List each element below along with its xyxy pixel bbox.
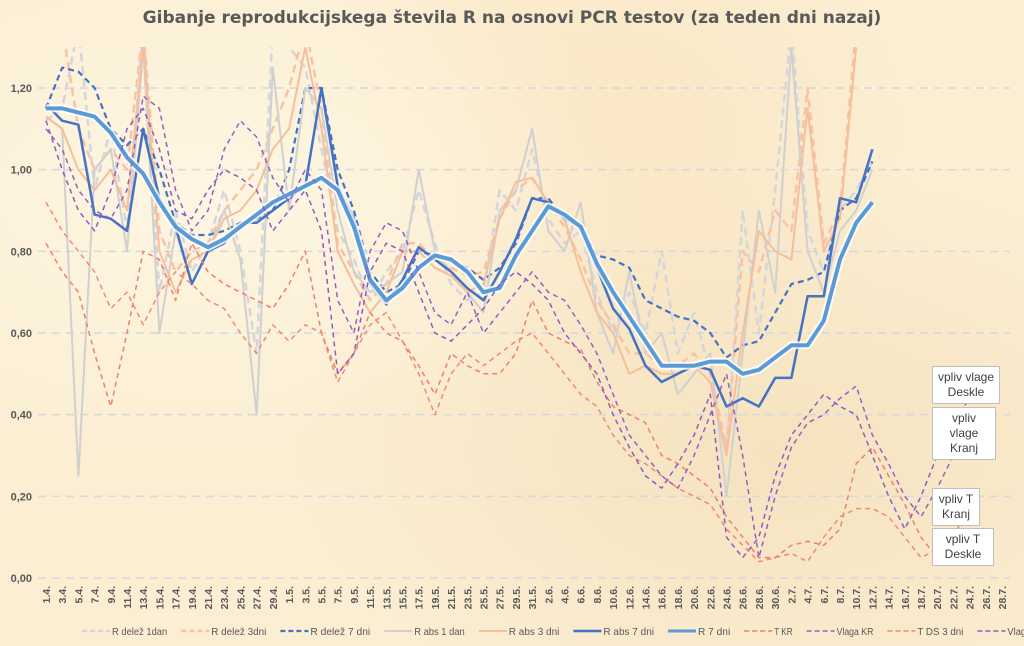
annotation-temp-kranj: vpliv T Kranj [932,488,980,526]
x-tick-label: 2.7. [786,586,798,604]
x-tick-label: 12.6. [624,586,636,609]
x-tick-label: 26.6. [738,586,750,609]
y-tick-label: 0,80 [11,246,32,258]
x-tick-label: 19.5. [430,586,442,609]
x-tick-label: 13.4. [138,586,150,609]
x-tick-label: 25.5. [478,586,490,609]
x-tick-label: 4.6. [560,586,572,604]
x-tick-label: 23.4. [219,586,231,609]
series-line-vlaga-deskle [45,107,971,559]
x-tick-label: 20.6. [689,586,701,609]
x-tick-label: 27.5. [495,586,507,609]
series-line-t-ds-3-dni [45,201,970,563]
x-tick-label: 2.6. [543,586,555,604]
x-tick-label: 15.5. [397,586,409,609]
annotation-humidity-kranj: vpliv vlage Kranj [932,407,996,460]
x-tick-label: 17.5. [414,586,426,609]
x-tick-label: 3.5. [300,586,312,604]
series-line-r-dele-1dan [45,47,874,457]
y-tick-label: 0,00 [11,573,32,585]
x-tick-label: 10.6. [608,586,620,609]
x-tick-label: 3.4. [57,586,69,604]
y-tick-label: 0,60 [11,328,32,340]
x-tick-label: 20.7. [932,586,944,609]
y-tick-label: 0,20 [11,491,32,503]
legend-label: Vlaga Deskle [1007,627,1024,638]
legend-label: R delež 7 dni [310,627,370,638]
x-tick-label: 10.7. [851,586,863,609]
x-tick-label: 21.5. [446,586,458,609]
series-line-r-7-dni [46,106,874,376]
x-tick-label: 25.4. [235,586,247,609]
annotation-temp-deskle: vpliv T Deskle [932,528,994,566]
series-line-r-dele-3dni [64,47,856,449]
y-tick-label: 1,20 [11,83,32,95]
annotation-humidity-deskle: vpliv vlage Deskle [932,366,1000,404]
x-tick-label: 7.5. [333,586,345,604]
x-tick-label: 24.7. [965,586,977,609]
x-tick-label: 6.7. [819,586,831,604]
x-tick-label: 16.7. [900,586,912,609]
x-tick-label: 21.4. [203,586,215,609]
x-tick-label: 14.7. [884,586,896,609]
x-tick-label: 11.5. [365,586,377,609]
x-tick-label: 23.5. [462,586,474,609]
x-tick-label: 19.4. [187,586,199,609]
legend-label: Vlaga KR [837,627,874,638]
x-tick-label: 18.7. [916,586,928,609]
x-tick-label: 24.6. [722,586,734,609]
y-tick-label: 1,00 [11,165,32,177]
x-tick-label: 6.6. [576,586,588,604]
x-tick-label: 29.4. [268,586,280,609]
x-tick-label: 30.6. [770,586,782,609]
y-tick-label: 0,40 [11,410,32,422]
x-tick-label: 31.5. [527,586,539,609]
x-tick-label: 9.5. [349,586,361,604]
x-tick-label: 5.5. [316,586,328,604]
x-tick-label: 9.4. [106,586,118,604]
x-tick-label: 17.4. [171,586,183,609]
x-tick-label: 7.4. [90,586,102,604]
x-tick-label: 15.4. [154,586,166,609]
x-tick-label: 12.7. [867,586,879,609]
x-tick-label: 28.6. [754,586,766,609]
legend-label: R abs 1 dan [414,627,465,638]
x-tick-label: 16.6. [657,586,669,609]
x-tick-label: 18.6. [673,586,685,609]
legend-label: R abs 7 dni [603,627,654,638]
x-tick-label: 8.6. [592,586,604,604]
x-tick-label: 5.4. [73,586,85,604]
legend-label: T KR [774,627,792,638]
x-tick-label: 29.5. [511,586,523,609]
legend-label: R abs 3 dni [509,627,560,638]
chart-title: Gibanje reprodukcijskega števila R na os… [142,8,882,28]
x-tick-label: 13.5. [381,586,393,609]
x-tick-label: 22.7. [948,586,960,609]
x-tick-label: 1.5. [284,586,296,604]
series-line-r-abs-7-dni [45,86,874,408]
legend-label: R delež 3dni [211,627,266,638]
series-line-r-abs-1-dan [45,47,874,498]
x-tick-label: 28.7. [997,586,1009,609]
x-tick-label: 4.7. [803,586,815,604]
series-line-vlaga-kr [45,95,971,559]
x-tick-label: 1.4. [41,586,53,604]
x-tick-label: 14.6. [641,586,653,609]
x-tick-label: 26.7. [981,586,993,609]
legend-label: T DS 3 dni [917,627,963,638]
x-tick-label: 8.7. [835,586,847,604]
x-tick-label: 11.4. [122,586,134,609]
series-line-t-kr [45,242,971,559]
legend-label: R 7 dni [698,627,730,638]
x-tick-label: 22.6. [705,586,717,609]
x-tick-label: 27.4. [252,586,264,609]
legend-label: R delež 1dan [112,627,167,638]
